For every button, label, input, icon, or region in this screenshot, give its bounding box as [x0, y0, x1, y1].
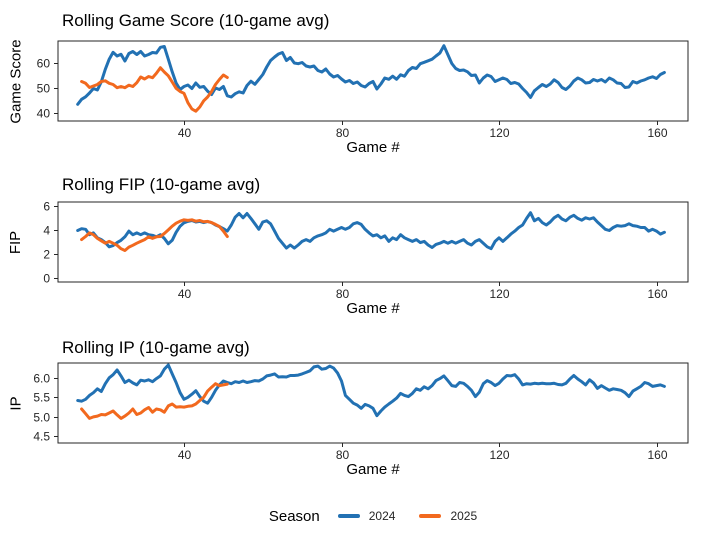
chart-title: Rolling FIP (10-game avg): [62, 175, 261, 194]
chart-game-score: Rolling Game Score (10-game avg) Game Sc…: [0, 0, 705, 160]
legend-item-2024: 2024: [337, 509, 396, 523]
chart-fip: Rolling FIP (10-game avg) FIP 40 80 120 160…: [0, 161, 705, 321]
svg-text:50: 50: [37, 82, 51, 96]
chart-ip: Rolling IP (10-game avg) IP 40 80 120 160 4.…: [0, 322, 705, 482]
svg-text:4.5: 4.5: [33, 430, 50, 444]
legend-item-2025: 2025: [419, 509, 477, 523]
x-axis-label: Game #: [346, 461, 400, 478]
svg-text:40: 40: [178, 448, 192, 462]
x-axis-label: Game #: [346, 139, 400, 156]
svg-text:5.0: 5.0: [33, 411, 50, 425]
legend-title: Season: [268, 507, 320, 525]
chart-canvas-ip: 40 80 120 160 4.5 5.0 5.5 6.0: [33, 362, 689, 462]
svg-text:160: 160: [647, 448, 667, 462]
svg-text:60: 60: [37, 57, 51, 71]
svg-text:40: 40: [37, 107, 51, 121]
x-axis-label: Game #: [346, 300, 400, 317]
svg-text:40: 40: [178, 287, 192, 301]
svg-text:120: 120: [489, 448, 509, 462]
legend: Season 2024 2025: [58, 503, 688, 529]
legend-line-swatch-2024: [337, 514, 360, 518]
svg-text:6: 6: [43, 200, 50, 214]
svg-text:4: 4: [43, 224, 50, 238]
svg-text:5.5: 5.5: [33, 391, 50, 405]
svg-text:80: 80: [336, 126, 350, 140]
svg-text:80: 80: [336, 287, 350, 301]
legend-label-2025: 2025: [450, 509, 478, 523]
chart-canvas-game-score: 40 80 120 160 40 50 60: [37, 40, 689, 140]
svg-text:80: 80: [336, 448, 350, 462]
svg-text:2: 2: [43, 248, 50, 262]
chart-canvas-fip: 40 80 120 160 0 2 4 6: [43, 200, 689, 301]
legend-line-swatch-2025: [419, 514, 442, 518]
svg-text:40: 40: [178, 126, 192, 140]
svg-text:120: 120: [489, 126, 509, 140]
svg-text:120: 120: [489, 287, 509, 301]
legend-label-2024: 2024: [368, 509, 396, 523]
svg-text:160: 160: [647, 287, 667, 301]
chart-title: Rolling Game Score (10-game avg): [62, 11, 330, 30]
svg-text:160: 160: [647, 126, 667, 140]
chart-title: Rolling IP (10-game avg): [62, 338, 250, 357]
svg-text:0: 0: [43, 272, 50, 286]
svg-text:6.0: 6.0: [33, 372, 50, 386]
